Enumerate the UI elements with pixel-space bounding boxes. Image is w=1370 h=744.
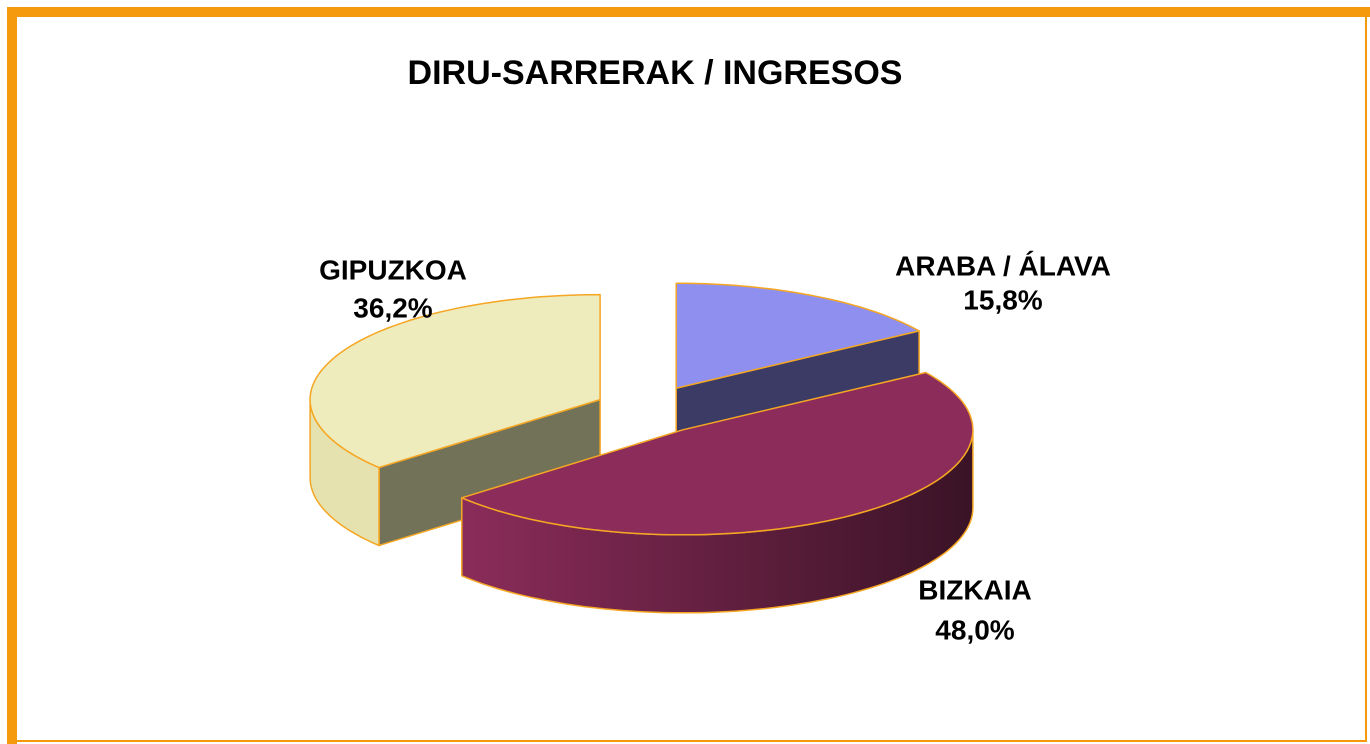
frame: [7, 7, 1370, 744]
slice: [309, 293, 601, 469]
frame-inner: [14, 14, 1367, 742]
value-label: 15,8%: [963, 284, 1042, 315]
slice: [675, 282, 920, 389]
value-label: 36,2%: [353, 292, 432, 323]
category-label: ARABA / ÁLAVA: [895, 250, 1111, 281]
pie: [309, 282, 974, 614]
slice: [461, 371, 974, 536]
category-label: BIZKAIA: [918, 574, 1032, 605]
category-label: GIPUZKOA: [319, 254, 467, 285]
value-label: 48,0%: [935, 614, 1014, 645]
chart-title: DIRU-SARRERAK / INGRESOS: [408, 54, 903, 92]
